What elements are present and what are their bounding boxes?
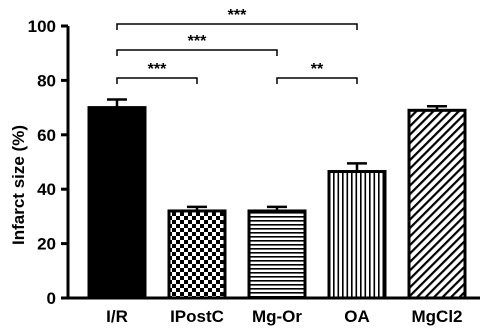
bar-mgcl2 [407, 108, 467, 300]
significance-bracket [116, 23, 358, 30]
y-tick-label: 100 [28, 17, 56, 36]
y-tick-label: 40 [37, 180, 56, 199]
significance-bracket [116, 77, 198, 84]
significance-bracket [276, 77, 358, 84]
significance-label: *** [228, 7, 247, 24]
x-tick-label: MgCl2 [412, 307, 463, 326]
significance-label: *** [148, 61, 167, 78]
x-tick-label: IPostC [170, 307, 224, 326]
y-axis-title: Infarct size (%) [9, 125, 28, 245]
y-tick-label: 20 [37, 235, 56, 254]
bar-mg-or [247, 209, 307, 300]
bar-i-r [87, 106, 147, 300]
y-tick-label: 60 [37, 126, 56, 145]
x-tick-label: OA [344, 307, 370, 326]
significance-label: *** [188, 33, 207, 50]
y-tick-label: 80 [37, 71, 56, 90]
significance-label: ** [311, 61, 324, 78]
x-tick-label: I/R [106, 307, 128, 326]
x-tick-label: Mg-Or [252, 307, 302, 326]
bar-oa [327, 170, 387, 300]
y-tick-label: 0 [47, 289, 56, 308]
significance-bracket [116, 49, 278, 56]
bar-ipostc [167, 209, 227, 300]
